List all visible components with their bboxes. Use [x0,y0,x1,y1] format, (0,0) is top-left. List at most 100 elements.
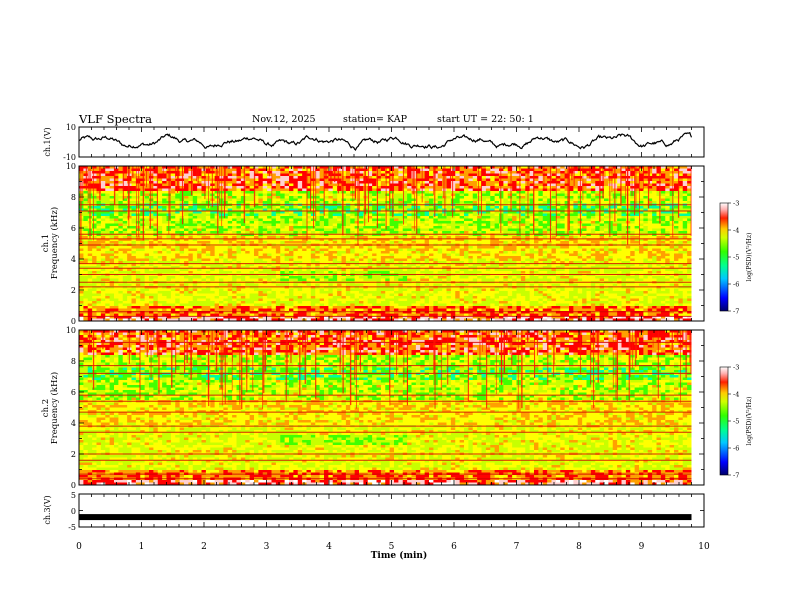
spectrogram-cell [249,188,255,192]
spectrogram-cell [140,178,146,182]
spectrogram-cell [682,208,688,212]
spectrogram-cell [547,251,552,254]
spectrogram-cell [162,241,167,244]
spectrogram-cell [660,223,666,227]
spectrogram-cell [210,248,216,252]
spectrogram-cell [512,208,517,212]
spectrogram-cell [507,168,513,172]
spectrogram-cell [464,176,469,179]
spectrogram-cell [656,246,662,249]
spectrogram-cell [494,216,500,219]
spectrogram-cell [109,221,115,224]
spectrogram-cell [289,186,294,189]
spectrogram-cell [569,206,574,209]
spectrogram-cell [372,173,377,177]
spectrogram-cell [551,231,557,234]
spectrogram-cell [604,208,609,212]
spectrogram-cell [625,238,631,242]
spectrogram-cell [630,221,636,224]
spectrogram-cell [87,251,93,254]
spectrogram-cell [625,231,631,234]
spectrogram-cell [437,186,443,189]
spectrogram-cell [284,251,290,254]
spectrogram-cell [201,183,207,187]
spectrogram-cell [398,201,404,204]
spectrogram-cell [512,191,517,194]
spectrogram-cell [674,171,679,174]
spectrogram-cell [367,181,373,184]
spectrogram-cell [271,178,277,182]
spectrogram-cell [599,246,605,249]
spectrogram-cell [328,188,334,192]
spectrogram-cell [551,238,557,242]
spectrogram-cell [219,241,224,244]
spectrogram-cell [144,248,150,252]
spectrogram-cell [184,168,189,172]
spectrogram-cell [634,231,640,234]
spectrogram-cell [114,226,119,229]
spectrogram-cell [100,193,106,197]
spectrogram-cell [232,196,237,199]
spectrogram-cell [376,181,382,184]
spectrogram-cell [131,188,137,192]
spectrogram-cell [249,206,255,209]
spectrogram-cell [140,216,146,219]
spectrogram-cell [258,206,264,209]
spectrogram-cell [682,166,688,169]
spectrogram-cell [415,208,421,212]
spectrogram-cell [507,228,513,232]
spectrogram-cell [429,191,434,194]
spectrogram-cell [547,191,552,194]
spectrogram-cell [534,216,539,219]
spectrogram-cell [385,196,391,199]
spectrogram-cell [647,193,653,197]
spectrogram-cell [289,248,294,252]
spectrogram-cell [634,191,640,194]
spectrogram-cell [289,196,294,199]
spectrogram-cell [621,236,627,239]
spectrogram-cell [105,181,111,184]
spectrogram-cell [639,246,644,249]
spectrogram-cell [625,166,631,169]
spectrogram-cell [192,216,198,219]
spectrogram-cell [542,223,548,227]
spectrogram-cell [547,181,552,184]
spectrogram-cell [232,238,237,242]
spectrogram-cell [512,241,517,244]
spectrogram-cell [140,221,146,224]
spectrogram-cell [245,213,251,217]
spectrogram-cell [262,231,268,234]
spectrogram-cell [682,231,688,234]
spectrogram-cell [420,228,426,232]
spectrogram-cell [254,171,259,174]
spectrogram-cell [415,218,421,222]
spectrogram-cell [122,246,128,249]
spectrogram-cell [503,246,509,249]
spectrogram-cell [652,166,657,169]
spectrogram-cell [337,233,342,237]
spectrogram-cell [604,223,609,227]
spectrogram-cell [490,233,496,237]
spectrogram-cell [267,181,272,184]
spectrogram-cell [547,221,552,224]
spectrogram-cell [542,181,548,184]
spectrogram-cell [612,238,618,242]
spectrogram-cell [687,198,692,202]
spectrogram-cell [262,236,268,239]
spectrogram-cell [507,183,513,187]
spectrogram-cell [573,198,579,202]
spectrogram-cell [275,171,281,174]
spectrogram-cell [621,231,627,234]
spectrogram-cell [582,213,587,217]
spectrogram-cell [389,183,395,187]
spectrogram-cell [459,213,465,217]
spectrogram-cell [529,228,535,232]
spectrogram-cell [293,236,299,239]
spectrogram-cell [433,241,439,244]
spectrogram-cell [315,228,321,232]
spectrogram-cell [197,166,202,169]
spectrogram-cell [175,201,181,204]
spectrogram-cell [297,193,303,197]
spectrogram-cell [520,176,526,179]
spectrogram-cell [625,216,631,219]
